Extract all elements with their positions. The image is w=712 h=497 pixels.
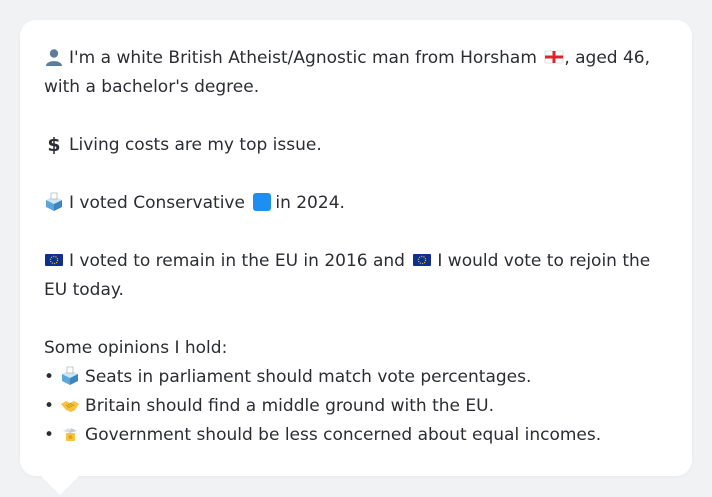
vote-2024-line: I voted Conservative in 2024. — [44, 189, 672, 218]
blue-square-icon — [252, 192, 272, 212]
opinion-text: Government should be less concerned abou… — [85, 425, 602, 445]
persona-card: I'm a white British Atheist/Agnostic man… — [20, 20, 692, 476]
opinion-text: Britain should find a middle ground with… — [85, 396, 494, 416]
svg-text:$: $ — [47, 134, 60, 154]
opinion-text: Seats in parliament should match vote pe… — [85, 367, 532, 387]
money-with-wings-icon — [60, 424, 80, 444]
eu-text-after: I would vote to rejoin the EU today. — [44, 251, 651, 300]
top-issue-line: $ Living costs are my top issue. — [44, 131, 672, 160]
bullet: • — [44, 425, 55, 445]
dollar-sign-icon: $ — [44, 134, 64, 154]
top-issue-text: Living costs are my top issue. — [69, 135, 322, 155]
identity-line: I'm a white British Atheist/Agnostic man… — [44, 44, 672, 102]
handshake-icon — [60, 395, 80, 415]
identity-text-after-flag: , aged 46, with a bachelor's degree. — [44, 48, 651, 97]
identity-text-before-flag: I'm a white British Atheist/Agnostic man… — [69, 48, 537, 68]
opinion-item: • Seats in parliament should match vote … — [44, 363, 672, 392]
speech-bubble-tail — [40, 475, 80, 495]
opinions-heading: Some opinions I hold: — [44, 338, 228, 358]
bullet: • — [44, 396, 55, 416]
eu-text-before: I voted to remain in the EU in 2016 and — [69, 251, 405, 271]
eu-flag-icon — [412, 250, 432, 270]
eu-line: I voted to remain in the EU in 2016 and … — [44, 247, 672, 305]
bullet: • — [44, 367, 55, 387]
person-silhouette-icon — [44, 47, 64, 67]
ballot-box-icon — [44, 192, 64, 212]
england-flag-icon — [544, 47, 564, 67]
opinion-item: • Britain should find a middle ground wi… — [44, 392, 672, 421]
eu-flag-icon — [44, 250, 64, 270]
ballot-box-icon — [60, 366, 80, 386]
vote-text-after: in 2024. — [275, 193, 345, 213]
opinion-item: • Government should be less concerned ab… — [44, 421, 672, 450]
vote-text-before: I voted Conservative — [69, 193, 245, 213]
